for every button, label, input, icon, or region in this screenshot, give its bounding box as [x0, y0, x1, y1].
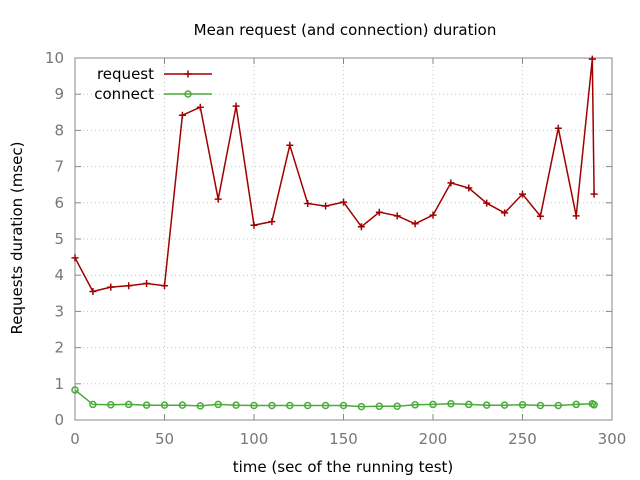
connect-point: [71, 386, 79, 394]
y-tick-label: 5: [54, 230, 64, 248]
request-point: [572, 212, 580, 220]
request-point: [501, 209, 509, 217]
x-tick-label: 300: [598, 430, 627, 448]
request-point: [393, 212, 401, 220]
request-point: [590, 190, 598, 198]
connect-point: [178, 401, 187, 409]
connect-point: [107, 401, 115, 409]
connect-point: [124, 400, 133, 409]
legend: request connect: [94, 65, 212, 103]
connect-point: [268, 401, 276, 410]
y-tick-label: 1: [54, 375, 64, 393]
connect-point: [518, 401, 527, 409]
connect-point: [303, 401, 312, 410]
axes: 0 50 100 150 200 250 300 0 1 2 3 4 5 6 7 8 9 10: [45, 49, 626, 448]
connect-point: [160, 401, 169, 409]
y-tick-label: 2: [54, 339, 64, 357]
request-point: [519, 190, 526, 198]
connect-point: [482, 401, 491, 409]
connect-point: [375, 402, 384, 410]
connect-point: [500, 401, 509, 409]
connect-point: [232, 401, 240, 409]
y-tick-label: 7: [54, 158, 64, 176]
request-point: [536, 212, 544, 220]
request-point: [447, 179, 455, 187]
request-point: [107, 283, 115, 291]
x-axis-label: time (sec of the running test): [233, 458, 454, 476]
request-point: [214, 195, 222, 203]
connect-point: [142, 401, 151, 409]
x-tick-label: 200: [419, 430, 448, 448]
request-point: [178, 111, 186, 119]
legend-label-connect: connect: [94, 85, 154, 103]
connect-point: [590, 401, 598, 409]
connect-point: [339, 401, 348, 410]
request-point: [357, 223, 365, 231]
request-point: [340, 198, 347, 206]
request-point: [588, 55, 596, 63]
x-tick-label: 150: [329, 430, 358, 448]
request-point: [411, 220, 419, 228]
connect-point: [572, 400, 580, 409]
request-point: [304, 200, 312, 208]
y-tick-label: 8: [54, 121, 64, 139]
request-point: [465, 184, 473, 192]
series-connect: [71, 386, 598, 411]
request-point: [375, 208, 383, 216]
x-tick-label: 50: [155, 430, 174, 448]
request-point: [89, 287, 97, 295]
legend-label-request: request: [97, 65, 154, 83]
request-point: [232, 102, 240, 110]
request-point: [125, 282, 133, 290]
y-tick-label: 6: [54, 194, 64, 212]
request-point: [322, 202, 330, 210]
chart-title: Mean request (and connection) duration: [194, 21, 497, 39]
connect-point: [411, 401, 419, 409]
connect-point: [429, 400, 437, 409]
connect-point: [250, 401, 258, 410]
connect-point: [214, 400, 222, 409]
series-request: [71, 55, 598, 295]
request-point: [161, 282, 168, 290]
y-tick-label: 4: [54, 266, 64, 284]
grid-lines: [75, 58, 612, 420]
legend-marker-request: [184, 70, 192, 78]
y-tick-label: 10: [45, 49, 64, 67]
x-tick-label: 100: [240, 430, 269, 448]
connect-point: [393, 402, 401, 410]
request-point: [268, 218, 276, 226]
connect-point: [321, 401, 330, 410]
y-tick-label: 0: [54, 411, 64, 429]
request-point: [286, 141, 294, 149]
request-point: [71, 254, 79, 262]
request-point: [554, 124, 562, 132]
connect-point: [357, 402, 366, 411]
x-tick-label: 250: [508, 430, 537, 448]
x-tick-label: 0: [70, 430, 80, 448]
connect-point: [554, 401, 563, 410]
request-point: [143, 280, 151, 288]
connect-point: [196, 402, 205, 410]
y-tick-label: 9: [54, 85, 64, 103]
request-point: [429, 211, 437, 219]
y-axis-label: Requests duration (msec): [8, 141, 26, 334]
request-point: [196, 103, 204, 111]
legend-marker-connect: [184, 90, 192, 98]
request-point: [483, 199, 491, 207]
request-point: [250, 221, 258, 229]
connect-point: [465, 400, 473, 409]
connect-point: [536, 401, 545, 410]
connect-line: [74, 389, 595, 408]
connect-point: [89, 400, 97, 409]
connect-point: [286, 401, 294, 410]
connect-point: [447, 399, 455, 408]
y-tick-label: 3: [54, 302, 64, 320]
